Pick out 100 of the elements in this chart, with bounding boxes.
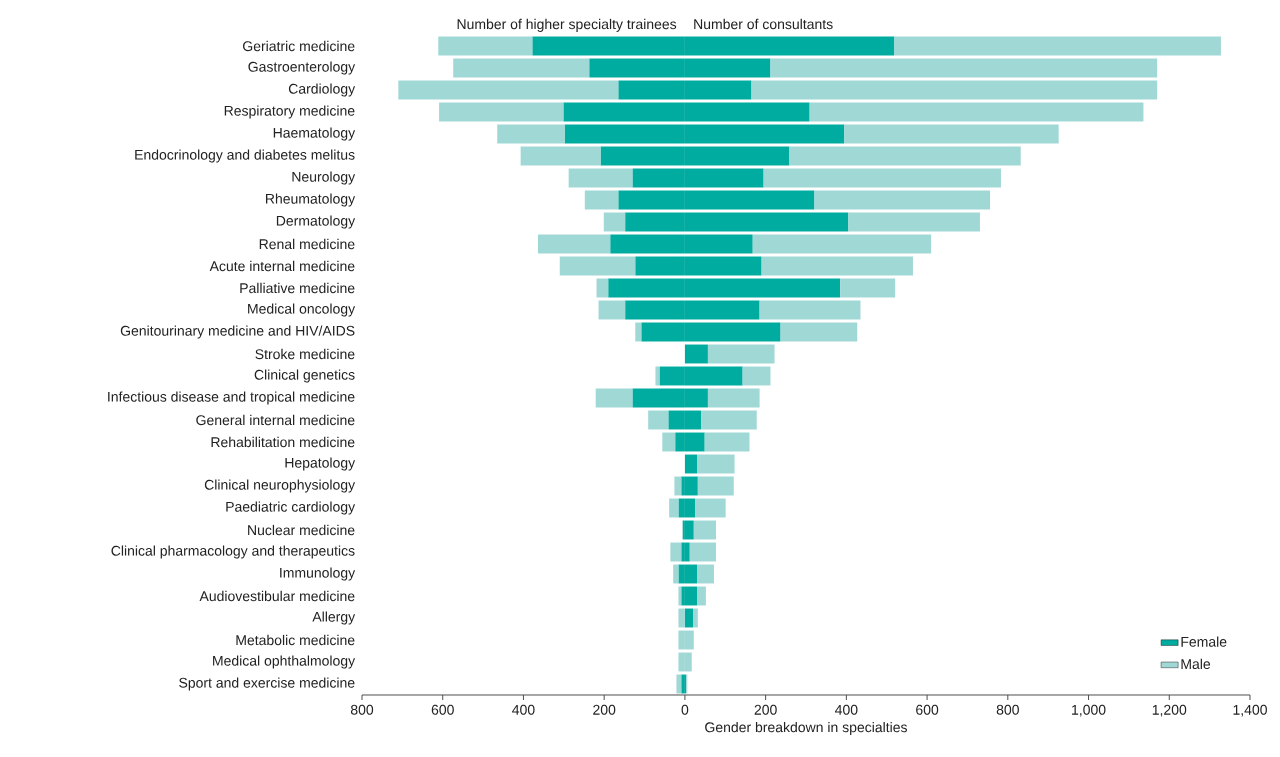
y-tick-label: Haematology (273, 127, 356, 141)
bar (674, 476, 682, 496)
bar (669, 498, 679, 518)
bar (684, 542, 690, 562)
bar (707, 388, 760, 408)
y-tick-label: Gastroenterology (248, 61, 356, 75)
text: Number of higher specialty trainees (457, 18, 677, 32)
x-tick-label: 1,200 (1152, 704, 1187, 717)
y-tick-label: Allergy (312, 611, 356, 625)
x-tick-label: 1,400 (1233, 704, 1267, 717)
bar (752, 234, 932, 254)
bar (704, 432, 750, 452)
y-tick-label: Hepatology (285, 457, 356, 471)
y-tick-label: General internal medicine (196, 414, 355, 426)
x-tick-label: 200 (754, 704, 777, 715)
bar (751, 80, 1158, 100)
y-tick-label: Metabolic medicine (236, 634, 355, 646)
bar (840, 278, 896, 298)
bar (697, 476, 734, 496)
bar (648, 410, 669, 430)
bar (689, 542, 716, 562)
y-tick-label: Medical ophthalmology (213, 655, 356, 669)
bar (701, 410, 757, 430)
bar (684, 608, 693, 628)
bar (398, 80, 619, 100)
bar (438, 36, 533, 56)
text: Number of consultants (694, 18, 833, 30)
x-tick-label: 600 (916, 704, 939, 715)
y-tick-label: Rheumatology (266, 193, 356, 207)
bar (770, 58, 1158, 78)
bar (742, 366, 771, 386)
bar (780, 322, 858, 342)
bar (684, 476, 698, 496)
bar (598, 300, 626, 320)
y-tick-label: Nuclear medicine (248, 524, 355, 536)
x-tick-label: 400 (512, 704, 535, 715)
y-tick-label: Clinical pharmacology and therapeutics (111, 545, 355, 559)
y-tick-label: Clinical neurophysiology (204, 479, 356, 493)
y-tick-label: Medical oncology (248, 303, 356, 317)
y-tick-label: Endocrinology and diabetes melitus (135, 149, 355, 163)
y-tick-label: Palliative medicine (240, 282, 355, 294)
y-tick-label: Rehabilitation medicine (211, 436, 355, 448)
bar (676, 674, 682, 694)
y-tick-label: Neurology (292, 171, 356, 185)
bar (684, 520, 694, 540)
x-axis-title: Gender breakdown in specialties (705, 721, 907, 735)
bar (520, 146, 601, 166)
bar (559, 256, 636, 276)
bar (439, 102, 564, 122)
bar (844, 124, 1059, 144)
y-tick-label: Paediatric cardiology (226, 501, 356, 515)
legend-label: Male (1181, 658, 1211, 670)
bar (814, 190, 991, 210)
bar (673, 564, 679, 584)
x-tick-label: 400 (835, 704, 858, 715)
y-tick-label: Cardiology (288, 83, 356, 97)
y-tick-label: Genitourinary medicine and HIV/AIDS (120, 325, 355, 339)
legend-label: Female (1181, 636, 1227, 647)
x-tick-label: 800 (996, 704, 1019, 715)
y-tick-label: Infectious disease and tropical medicine (108, 391, 355, 405)
y-tick-label: Respiratory medicine (224, 105, 355, 119)
bar (678, 608, 685, 628)
bar (894, 36, 1221, 56)
y-tick-label: Audiovestibular medicine (199, 590, 355, 602)
y-tick-label: Immunology (280, 567, 356, 581)
bar (761, 256, 913, 276)
bar (662, 432, 676, 452)
bar (848, 212, 980, 232)
y-tick-label: Sport and exercise medicine (179, 677, 355, 691)
bar (707, 344, 775, 364)
bar (695, 498, 726, 518)
bar (595, 388, 633, 408)
bar (697, 586, 706, 606)
y-tick-label: Stroke medicine (255, 348, 355, 360)
bar (684, 454, 698, 474)
y-tick-label: Renal medicine (259, 238, 355, 250)
bar (596, 278, 609, 298)
bar (584, 190, 619, 210)
bar (453, 58, 590, 78)
y-tick-label: Dermatology (276, 215, 356, 229)
x-tick-label: 1,000 (1072, 704, 1106, 717)
bar (635, 322, 642, 342)
x-tick-label: 0 (681, 704, 689, 715)
bar (684, 344, 708, 364)
bar (568, 168, 633, 188)
bar (537, 234, 611, 254)
x-tick-label: 600 (431, 704, 454, 715)
bar (655, 366, 660, 386)
x-tick-label: 200 (593, 704, 616, 715)
bar (692, 608, 698, 628)
bar (697, 454, 735, 474)
bar (763, 168, 1001, 188)
x-tick-label: 800 (350, 704, 374, 715)
y-tick-label: Geriatric medicine (243, 40, 355, 52)
bar (603, 212, 626, 232)
bar (684, 586, 698, 606)
bar (693, 520, 716, 540)
y-tick-label: Clinical genetics (254, 369, 355, 383)
bar (809, 102, 1144, 122)
bar (670, 542, 682, 562)
